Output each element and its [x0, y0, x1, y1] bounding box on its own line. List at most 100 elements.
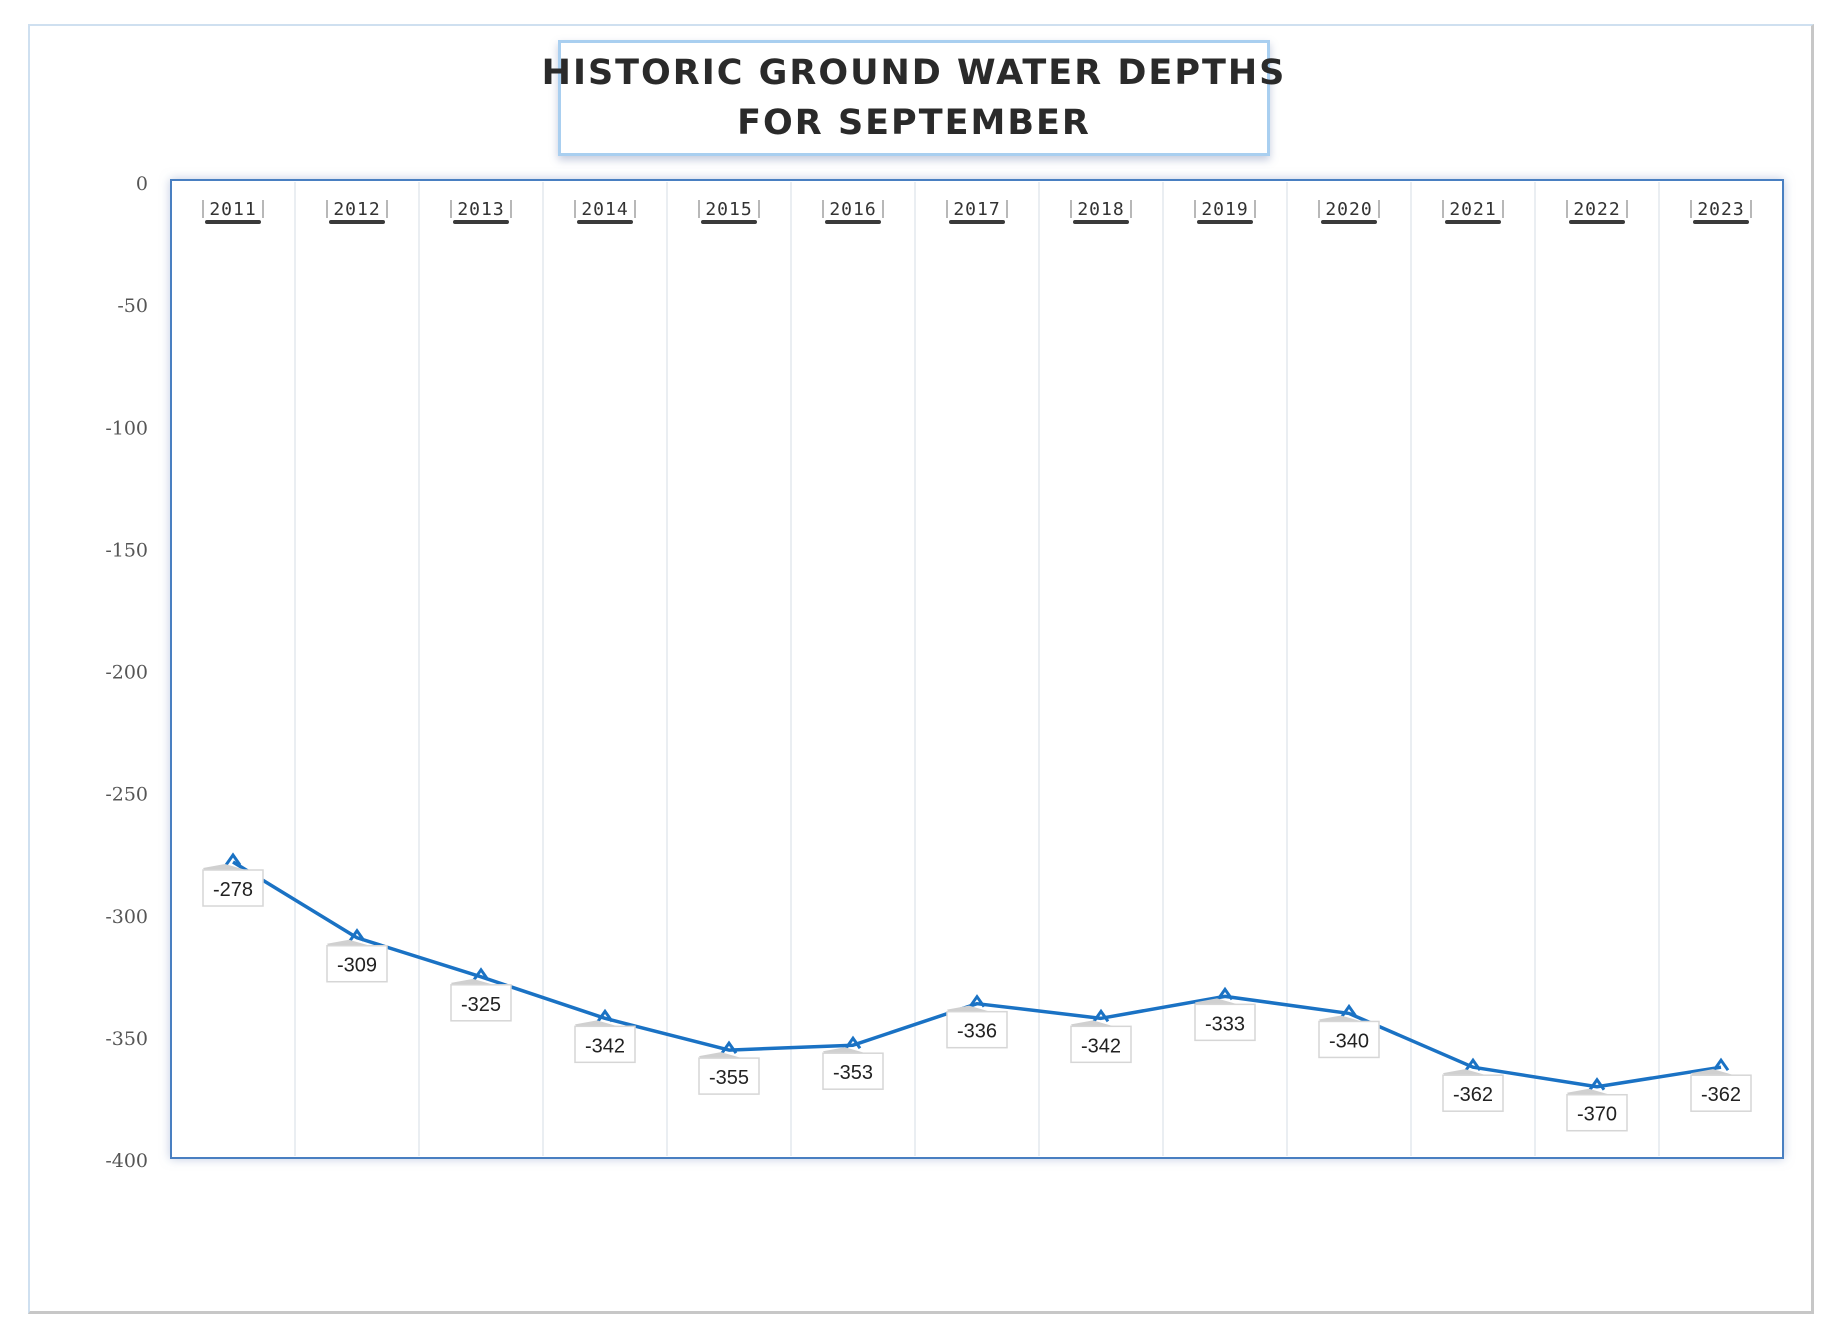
x-tick-underline	[1321, 220, 1377, 224]
data-label-2021: -362	[1442, 1069, 1504, 1112]
data-point-marker	[348, 928, 366, 942]
data-label-2019: -333	[1194, 998, 1256, 1042]
x-tick-label-2012: 2012	[326, 199, 388, 224]
y-tick-label: -250	[105, 784, 148, 806]
data-label-text: -278	[213, 879, 253, 901]
data-label-box	[698, 1057, 760, 1095]
data-point-marker	[1712, 1057, 1730, 1072]
x-tick-text: 2021	[1449, 199, 1496, 220]
chart-title-line-1: HISTORIC GROUND WATER DEPTHS	[541, 53, 1287, 93]
x-tick-label-2023: 2023	[1690, 199, 1752, 224]
data-label-2011: -278	[202, 864, 264, 907]
data-point-marker	[1588, 1077, 1606, 1091]
x-tick-text: 2020	[1325, 199, 1372, 220]
data-point-marker	[1092, 1008, 1110, 1023]
data-label-text: -355	[709, 1067, 749, 1089]
x-tick-label-2011: 2011	[202, 199, 264, 224]
data-label-box	[1442, 1074, 1504, 1112]
data-label-box	[326, 944, 388, 983]
x-tick-underline	[205, 220, 261, 224]
data-label-box	[202, 869, 264, 907]
x-tick-label-2020: 2020	[1318, 199, 1380, 224]
data-label-2017: -336	[946, 1005, 1008, 1049]
data-label-text: -353	[833, 1062, 873, 1084]
x-tick-label-2014: 2014	[574, 199, 636, 224]
data-label-text: -333	[1205, 1013, 1245, 1035]
data-label-2016: -353	[822, 1047, 884, 1090]
x-tick-underline	[1073, 220, 1129, 224]
data-point-marker	[596, 1008, 614, 1023]
y-tick-label: -350	[105, 1028, 148, 1050]
data-label-2020: -340	[1318, 1015, 1380, 1059]
y-tick-label: -300	[105, 906, 148, 928]
data-labels: -278 -309 -325 -342 -355 -353 -336 -342 -333 -340…	[202, 864, 1752, 1132]
x-tick-text: 2016	[829, 199, 876, 220]
data-label-text: -340	[1329, 1030, 1369, 1052]
series-line-group	[224, 852, 1730, 1091]
data-label-box	[946, 1010, 1008, 1049]
x-tick-label-2013: 2013	[450, 199, 512, 224]
data-label-box	[1070, 1025, 1132, 1064]
data-label-text: -342	[1081, 1035, 1121, 1057]
x-tick-text: 2012	[333, 199, 380, 220]
data-label-box	[1318, 1020, 1380, 1059]
data-label-2022: -370	[1566, 1088, 1628, 1132]
x-tick-underline	[825, 220, 881, 224]
x-tick-underline	[453, 220, 509, 224]
data-point-marker	[844, 1035, 862, 1050]
data-point-marker	[968, 994, 986, 1008]
x-tick-label-2017: 2017	[946, 199, 1008, 224]
x-tick-text: 2023	[1697, 199, 1744, 220]
x-tick-underline	[329, 220, 385, 224]
data-point-marker	[1340, 1003, 1358, 1018]
data-label-text: -362	[1701, 1084, 1741, 1106]
y-tick-label: -200	[105, 662, 148, 684]
x-tick-text: 2022	[1573, 199, 1620, 220]
data-label-2015: -355	[698, 1052, 760, 1095]
gridlines	[294, 182, 1660, 1156]
data-label-text: -362	[1453, 1084, 1493, 1106]
y-axis-ticks: 0 -50 -100 -150 -200 -250 -300 -350 -400	[105, 173, 148, 1172]
x-tick-text: 2015	[705, 199, 752, 220]
data-label-text: -309	[337, 955, 377, 977]
x-tick-underline	[1693, 220, 1749, 224]
x-tick-text: 2018	[1077, 199, 1124, 220]
data-label-text: -370	[1577, 1104, 1617, 1126]
data-point-marker	[1216, 986, 1234, 1001]
x-tick-text: 2014	[581, 199, 628, 220]
x-tick-label-2021: 2021	[1442, 199, 1504, 224]
data-label-box	[450, 984, 512, 1022]
x-tick-text: 2013	[457, 199, 504, 220]
x-tick-underline	[1445, 220, 1501, 224]
y-tick-label: 0	[136, 173, 148, 195]
data-label-text: -336	[957, 1021, 997, 1043]
x-tick-text: 2017	[953, 199, 1000, 220]
data-point-marker	[720, 1040, 738, 1054]
x-tick-label-2018: 2018	[1070, 199, 1132, 224]
x-tick-underline	[701, 220, 757, 224]
x-tick-underline	[949, 220, 1005, 224]
data-label-2014: -342	[574, 1020, 636, 1064]
series-line	[232, 860, 1722, 1089]
x-tick-label-2015: 2015	[698, 199, 760, 224]
chart-title-line-2: FOR SEPTEMBER	[737, 103, 1091, 143]
data-label-box	[1690, 1074, 1752, 1112]
x-tick-underline	[577, 220, 633, 224]
data-label-2023: -362	[1690, 1069, 1752, 1112]
data-label-2013: -325	[450, 978, 512, 1022]
data-point-marker	[472, 967, 490, 981]
x-axis-ticks: 2011 2012 2013 2014 2015 2016 2017 2018 2019 2020…	[202, 199, 1752, 224]
y-tick-label: -150	[105, 539, 148, 561]
data-label-2012: -309	[326, 939, 388, 983]
y-tick-label: -100	[105, 417, 148, 439]
x-tick-label-2019: 2019	[1194, 199, 1256, 224]
y-tick-label: -50	[117, 295, 148, 317]
x-tick-text: 2019	[1201, 199, 1248, 220]
data-label-text: -342	[585, 1035, 625, 1057]
x-tick-text: 2011	[209, 199, 256, 220]
data-label-box	[1194, 1003, 1256, 1042]
data-label-box	[1566, 1093, 1628, 1132]
data-point-marker	[224, 852, 242, 866]
data-point-marker	[1464, 1057, 1482, 1072]
